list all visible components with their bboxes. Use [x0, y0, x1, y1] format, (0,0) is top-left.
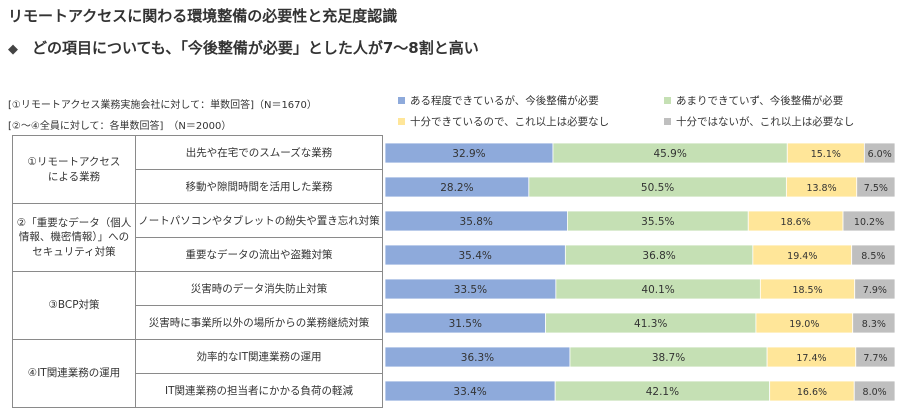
bar-data-label: 35.8%: [460, 216, 493, 228]
bar-data-label: 7.7%: [863, 353, 887, 364]
bar-segment: [555, 278, 761, 300]
bar-data-label: 8.3%: [862, 319, 886, 330]
bar-segment: [384, 278, 557, 300]
bar-data-label: 7.9%: [863, 285, 887, 296]
bar-data-label: 42.1%: [646, 386, 679, 398]
group-label-1: ①リモートアクセス による業務: [12, 135, 136, 204]
subtitle-text: どの項目についても、「今後整備が必要」とした人が7～8割と高い: [32, 39, 479, 57]
legend-swatch-2: [664, 97, 671, 104]
bar-segment: [384, 244, 566, 266]
bar-segment: [852, 312, 896, 334]
bar-data-label: 19.0%: [789, 319, 819, 330]
bar-segment: [786, 142, 865, 164]
bar-segment: [854, 278, 896, 300]
bar-segment: [384, 346, 571, 368]
bar-segment: [853, 380, 896, 402]
item-label: 効率的なIT関連業務の運用: [135, 339, 383, 374]
item-label: 災害時に事業所以外の場所からの業務継続対策: [135, 305, 383, 340]
bar-data-label: 6.0%: [868, 149, 892, 160]
item-label: 重要なデータの流出や盗難対策: [135, 237, 383, 272]
bar-segment: [545, 312, 757, 334]
item-label: 出先や在宅でのスムーズな業務: [135, 135, 383, 170]
legend-swatch-3: [398, 118, 405, 125]
bar-data-label: 19.4%: [787, 251, 817, 262]
item-label: 移動や隙間時間を活用した業務: [135, 169, 383, 204]
bar-segment: [785, 176, 858, 198]
bar-segment: [552, 142, 788, 164]
legend-label-3: 十分できているので、これ以上は必要なし: [410, 116, 610, 128]
bar-data-label: 32.9%: [452, 148, 485, 160]
item-label: ノートパソコンやタブレットの紛失や置き忘れ対策: [135, 203, 383, 238]
bar-data-label: 45.9%: [653, 148, 686, 160]
bar-segment: [752, 244, 853, 266]
bar-segment: [566, 210, 749, 232]
bar-segment: [842, 210, 896, 232]
bar-data-label: 18.5%: [792, 285, 822, 296]
bar-data-label: 17.4%: [796, 353, 826, 364]
bar-segment: [855, 346, 896, 368]
bar-data-label: 41.3%: [634, 318, 667, 330]
legend-swatch-4: [664, 118, 671, 125]
legend-label-2: あまりできていず、今後整備が必要: [676, 95, 844, 107]
bar-data-label: 8.5%: [861, 251, 885, 262]
bar-data-label: 31.5%: [449, 318, 482, 330]
legend-item-4: 十分ではないが、これ以上は必要なし: [664, 114, 854, 129]
bar-segment: [384, 312, 546, 334]
bar-segment: [569, 346, 768, 368]
bar-segment: [856, 176, 896, 198]
bar-segment: [766, 346, 857, 368]
group-label-4: ④IT関連業務の運用: [12, 339, 136, 408]
bar-segment: [755, 312, 854, 334]
bar-data-label: 7.5%: [864, 183, 888, 194]
bar-data-label: 10.2%: [854, 217, 884, 228]
bar-segment: [747, 210, 844, 232]
bar-data-label: 16.6%: [797, 387, 827, 398]
bar-data-label: 8.0%: [863, 387, 887, 398]
legend-item-2: あまりできていず、今後整備が必要: [664, 93, 843, 108]
group-label-2: ②「重要なデータ（個人 情報、機密情報）」への セキュリティ対策: [12, 203, 136, 272]
diamond-bullet-icon: ◆: [8, 42, 18, 57]
note-respondents-2: [②～④全員に対して：各単数回答] （N＝2000）: [8, 121, 232, 132]
bar-segment: [564, 244, 754, 266]
page-title: リモートアクセスに関わる環境整備の必要性と充足度認識: [8, 7, 398, 25]
bar-data-label: 36.8%: [642, 250, 675, 262]
item-label: 災害時のデータ消失防止対策: [135, 271, 383, 306]
bar-segment: [384, 176, 530, 198]
bar-segment: [528, 176, 787, 198]
bar-data-label: 38.7%: [652, 352, 685, 364]
bar-data-label: 50.5%: [641, 182, 674, 194]
bar-data-label: 15.1%: [811, 149, 841, 160]
bar-segment: [384, 142, 554, 164]
bar-data-label: 18.6%: [781, 217, 811, 228]
legend-swatch-1: [398, 97, 405, 104]
bar-data-label: 36.3%: [461, 352, 494, 364]
bar-segment: [851, 244, 896, 266]
bar-data-label: 33.5%: [454, 284, 487, 296]
legend-label-1: ある程度できているが、今後整備が必要: [410, 95, 599, 107]
bar-segment: [769, 380, 855, 402]
bar-segment: [759, 278, 856, 300]
bar-data-label: 33.4%: [453, 386, 486, 398]
bar-segment: [384, 210, 568, 232]
page-subtitle: ◆ どの項目についても、「今後整備が必要」とした人が7～8割と高い: [8, 37, 479, 58]
legend-item-1: ある程度できているが、今後整備が必要: [398, 93, 599, 108]
bar-segment: [863, 142, 896, 164]
item-label: IT関連業務の担当者にかかる負荷の軽減: [135, 373, 383, 408]
bar-data-label: 40.1%: [641, 284, 674, 296]
note-respondents-1: [①リモートアクセス業務実施会社に対して：単数回答]（N＝1670）: [8, 100, 317, 111]
bar-segment: [554, 380, 771, 402]
bar-data-label: 35.4%: [459, 250, 492, 262]
bar-data-label: 28.2%: [440, 182, 473, 194]
group-label-3: ③BCP対策: [12, 271, 136, 340]
bar-data-label: 35.5%: [641, 216, 674, 228]
legend-label-4: 十分ではないが、これ以上は必要なし: [676, 116, 855, 128]
legend-item-3: 十分できているので、これ以上は必要なし: [398, 114, 609, 129]
bar-segment: [384, 380, 556, 402]
bar-data-label: 13.8%: [806, 183, 836, 194]
